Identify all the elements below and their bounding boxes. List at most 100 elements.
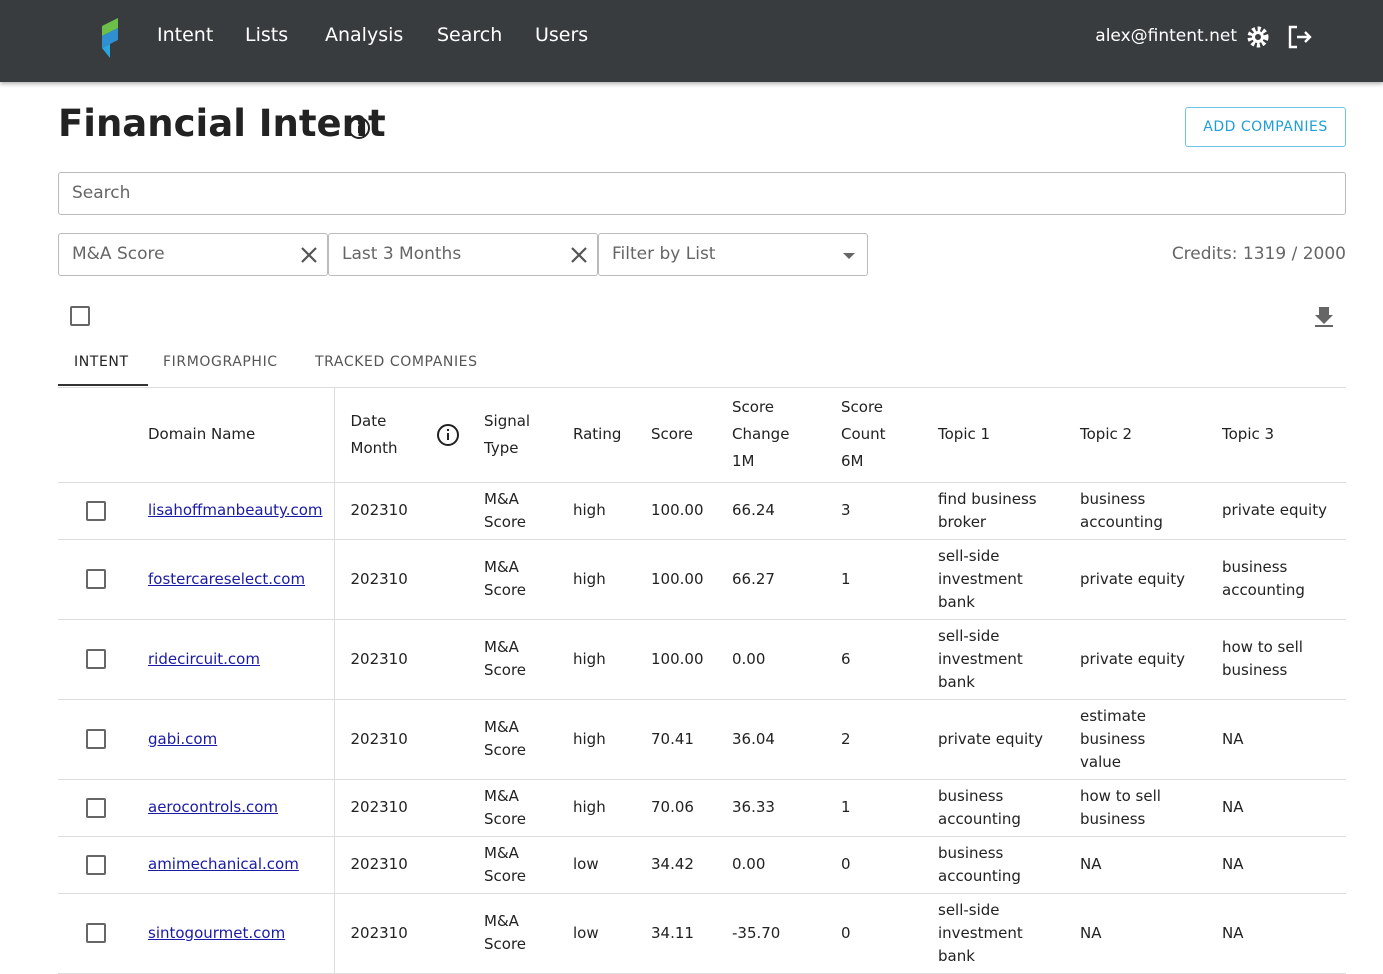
info-icon[interactable] <box>436 423 460 447</box>
filter[interactable]: M&A Score <box>58 233 328 276</box>
cell-text: NA <box>1080 855 1102 873</box>
tab[interactable]: TRACKED COMPANIES <box>315 354 478 370</box>
nav-link[interactable]: Intent <box>157 24 214 46</box>
cell-text: M&A Score <box>484 638 527 679</box>
nav-link[interactable]: Analysis <box>325 24 404 46</box>
logout-icon[interactable] <box>1287 24 1313 50</box>
filter[interactable]: Filter by List <box>598 233 868 276</box>
cell: amimechanical.com <box>132 836 335 894</box>
column-header[interactable]: Signal Type <box>484 411 531 457</box>
header-row: Domain Name Date Month Signal Type Rating Sc… <box>58 388 1346 483</box>
cell-text: 1 <box>841 569 851 588</box>
clear-icon[interactable] <box>569 245 589 265</box>
filter[interactable]: Last 3 Months <box>328 233 598 276</box>
cell-text: M&A Score <box>484 718 527 759</box>
cell-text: 66.27 <box>732 569 775 588</box>
cell-text: sell-side investment bank <box>938 900 1023 965</box>
cell: ridecircuit.com <box>132 619 335 700</box>
cell-text: NA <box>1222 923 1244 942</box>
row-checkbox[interactable] <box>86 923 106 943</box>
filter-label: Filter by List <box>612 244 716 264</box>
tabs: INTENT FIRMOGRAPHIC TRACKED COMPANIES <box>58 346 1346 388</box>
info-icon[interactable] <box>347 116 371 140</box>
domain-link[interactable]: ridecircuit.com <box>148 649 260 668</box>
column-header[interactable]: Topic 1 <box>938 425 991 444</box>
cell-text: 70.41 <box>651 729 694 748</box>
cell-text: business accounting <box>1222 558 1305 599</box>
table-row: fostercareselect.com 202310 M&A Score high 1… <box>58 539 1346 620</box>
cell: high <box>557 539 635 620</box>
tab[interactable]: INTENT <box>74 354 129 370</box>
cell: high <box>557 699 635 780</box>
cell: M&A Score <box>468 539 557 620</box>
cell: private equity <box>922 699 1064 780</box>
nav-link[interactable]: Users <box>535 24 589 46</box>
cell-text: 70.06 <box>651 798 694 816</box>
cell: M&A Score <box>468 836 557 894</box>
column-header[interactable]: Rating <box>573 425 622 444</box>
row-checkbox[interactable] <box>86 500 106 521</box>
cell-text: M&A Score <box>484 558 527 599</box>
column-header[interactable]: Topic 3 <box>1222 425 1275 444</box>
row-checkbox[interactable] <box>86 569 106 589</box>
column-header[interactable]: Score Change 1M <box>732 398 790 471</box>
cell: high <box>557 779 635 837</box>
logo[interactable] <box>98 16 124 60</box>
tab[interactable]: FIRMOGRAPHIC <box>163 354 278 370</box>
cell: 70.41 <box>635 699 716 780</box>
cell: high <box>557 619 635 700</box>
row-checkbox[interactable] <box>86 854 106 875</box>
cell-text: 100.00 <box>651 569 704 588</box>
column-header[interactable]: Score <box>651 425 694 444</box>
clear-icon[interactable] <box>299 245 319 265</box>
download-icon[interactable] <box>1313 305 1335 327</box>
domain-link[interactable]: aerocontrols.com <box>148 798 279 816</box>
table-row: ridecircuit.com 202310 M&A Score high 100.00… <box>58 619 1346 700</box>
cell: 6 <box>825 619 922 700</box>
cell <box>58 893 132 974</box>
cell: 0 <box>825 893 922 974</box>
cell: 202310 <box>334 893 468 974</box>
cell: business accounting <box>922 779 1064 837</box>
user-email[interactable]: alex@fintent.net <box>1095 26 1237 46</box>
cell: how to sell business <box>1064 779 1206 837</box>
row-checkbox[interactable] <box>86 797 106 818</box>
row-checkbox[interactable] <box>86 649 106 669</box>
nav-link[interactable]: Search <box>437 24 503 46</box>
select-all-checkbox[interactable] <box>70 306 90 326</box>
settings-icon[interactable] <box>1246 24 1270 50</box>
cell-text: private equity <box>1080 649 1185 668</box>
cell-text: find business broker <box>938 489 1037 531</box>
column-header[interactable]: Topic 2 <box>1080 425 1133 444</box>
cell: low <box>557 836 635 894</box>
cell-text: 202310 <box>350 923 408 942</box>
cell: NA <box>1206 836 1346 894</box>
domain-link[interactable]: sintogourmet.com <box>148 923 286 942</box>
cell-text: business accounting <box>1080 489 1163 531</box>
domain-link[interactable]: amimechanical.com <box>148 855 299 873</box>
column-header[interactable]: Score Count 6M <box>841 398 886 471</box>
cell: 100.00 <box>635 619 716 700</box>
cell: M&A Score <box>468 699 557 780</box>
dropdown-icon[interactable] <box>839 245 859 265</box>
top-nav: Intent Lists Analysis Search Users alex@fint… <box>0 0 1383 82</box>
cell: 100.00 <box>635 539 716 620</box>
domain-link[interactable]: fostercareselect.com <box>148 569 306 588</box>
cell: gabi.com <box>132 699 335 780</box>
column-header[interactable]: Domain Name <box>148 425 256 444</box>
cell-text: business accounting <box>938 786 1021 828</box>
domain-link[interactable]: gabi.com <box>148 729 218 748</box>
cell: M&A Score <box>468 779 557 837</box>
domain-link[interactable]: lisahoffmanbeauty.com <box>148 501 323 519</box>
add-companies-button[interactable]: ADD COMPANIES <box>1185 107 1346 147</box>
nav-link[interactable]: Lists <box>245 24 289 46</box>
row-checkbox[interactable] <box>86 729 106 749</box>
cell-text: 0 <box>841 923 851 942</box>
cell-text: 202310 <box>350 729 408 748</box>
cell: sell-side investment bank <box>922 539 1064 620</box>
cell: sell-side investment bank <box>922 619 1064 700</box>
search-input[interactable]: Search <box>58 172 1346 215</box>
header-cell: Domain Name <box>132 388 335 483</box>
cell-text: 34.42 <box>651 855 694 873</box>
cell-text: 3 <box>841 501 851 519</box>
